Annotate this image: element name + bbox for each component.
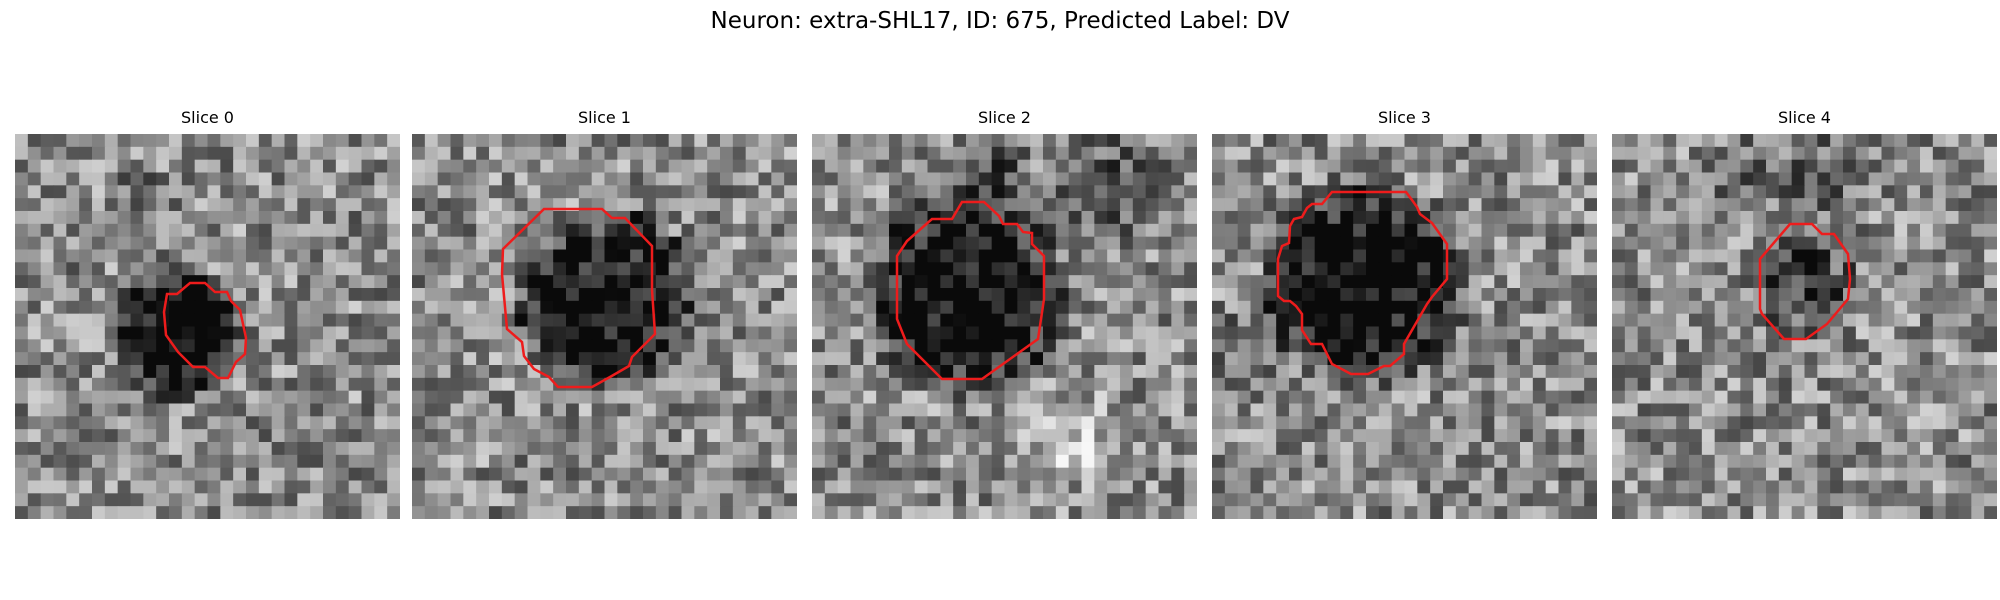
figure-title: Neuron: extra-SHL17, ID: 675, Predicted … (710, 8, 1290, 34)
roi-contour-3 (1276, 190, 1449, 376)
slice-image-0 (15, 134, 400, 519)
slice-title-1: Slice 1 (578, 108, 631, 127)
slice-image-2 (812, 134, 1197, 519)
slice-title-0: Slice 0 (181, 108, 234, 127)
microscopy-pixels-4 (1612, 134, 1997, 519)
microscopy-pixels-1 (412, 134, 797, 519)
roi-contour-2 (895, 200, 1046, 381)
roi-contour-4 (1758, 222, 1852, 341)
roi-contour-0 (162, 281, 248, 380)
slice-title-2: Slice 2 (978, 108, 1031, 127)
slice-title-4: Slice 4 (1778, 108, 1831, 127)
slice-image-4 (1612, 134, 1997, 519)
slice-title-3: Slice 3 (1378, 108, 1431, 127)
slice-image-1 (412, 134, 797, 519)
microscopy-pixels-2 (812, 134, 1197, 519)
microscopy-pixels-0 (15, 134, 400, 519)
slice-image-3 (1212, 134, 1597, 519)
roi-contour-1 (500, 207, 657, 389)
microscopy-pixels-3 (1212, 134, 1597, 519)
